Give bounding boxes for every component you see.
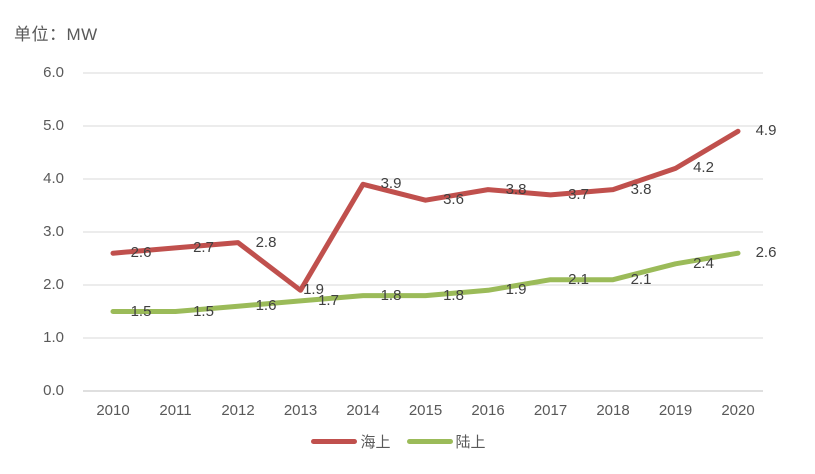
- offshore-data-label: 3.9: [380, 175, 402, 193]
- unit-label: 单位：MW: [14, 25, 98, 44]
- x-axis-tick-label: 2010: [96, 402, 130, 419]
- x-axis-tick-label: 2012: [221, 402, 255, 419]
- offshore-legend-line-icon: [311, 438, 358, 444]
- offshore-series-line: [110, 128, 741, 293]
- offshore-data-label: 4.2: [693, 159, 714, 177]
- y-axis-tick-label: 2.0: [43, 276, 64, 293]
- offshore-data-label: 2.7: [193, 238, 214, 256]
- x-axis-tick-label: 2020: [721, 402, 755, 419]
- onshore-data-label: 2.6: [755, 244, 777, 262]
- onshore-data-label: 1.5: [130, 302, 152, 320]
- offshore-data-label: 3.6: [443, 191, 464, 209]
- legend-item-onshore: 陆上: [406, 431, 486, 452]
- onshore-data-label: 1.5: [193, 302, 214, 320]
- onshore-data-label: 2.1: [630, 270, 652, 288]
- offshore-data-label: 1.9: [303, 281, 324, 299]
- y-axis-tick-label: 3.0: [43, 223, 64, 240]
- y-axis-tick-label: 5.0: [43, 117, 64, 134]
- onshore-data-label: 1.7: [318, 291, 339, 309]
- onshore-data-label: 2.4: [693, 254, 714, 272]
- x-axis-tick-label: 2011: [159, 402, 192, 419]
- x-axis-tick-label: 2015: [408, 402, 443, 419]
- legend-item-offshore: 海上: [311, 431, 391, 452]
- y-axis-tick-label: 6.0: [43, 64, 64, 81]
- offshore-data-label: 4.9: [755, 122, 777, 140]
- x-axis-tick-label: 2017: [533, 402, 568, 419]
- y-axis-tick-label: 1.0: [43, 329, 64, 346]
- y-axis-tick-label: 4.0: [43, 170, 64, 187]
- offshore-data-label: 2.8: [255, 233, 277, 251]
- x-axis-tick-label: 2016: [471, 402, 505, 419]
- legend-label: 陆上: [455, 433, 486, 451]
- onshore-data-label: 1.6: [255, 297, 277, 315]
- offshore-data-label: 3.8: [505, 180, 527, 198]
- offshore-data-label: 2.6: [130, 244, 152, 262]
- onshore-data-label: 2.1: [568, 270, 589, 288]
- y-axis-tick-label: 0.0: [43, 382, 64, 399]
- onshore-series-line: [110, 250, 741, 314]
- legend: 海上 陆上: [0, 431, 806, 452]
- x-axis-tick-label: 2014: [346, 402, 380, 419]
- x-axis-tick-label: 2019: [658, 402, 693, 419]
- x-axis-tick-label: 2018: [596, 402, 630, 419]
- onshore-data-label: 1.8: [443, 286, 464, 304]
- onshore-legend-line-icon: [406, 438, 453, 444]
- offshore-data-label: 3.7: [568, 185, 589, 203]
- onshore-data-label: 1.9: [505, 281, 527, 299]
- x-axis-tick-label: 2013: [283, 402, 318, 419]
- legend-label: 海上: [360, 433, 391, 451]
- onshore-data-label: 1.8: [380, 286, 402, 304]
- offshore-data-label: 3.8: [630, 180, 652, 198]
